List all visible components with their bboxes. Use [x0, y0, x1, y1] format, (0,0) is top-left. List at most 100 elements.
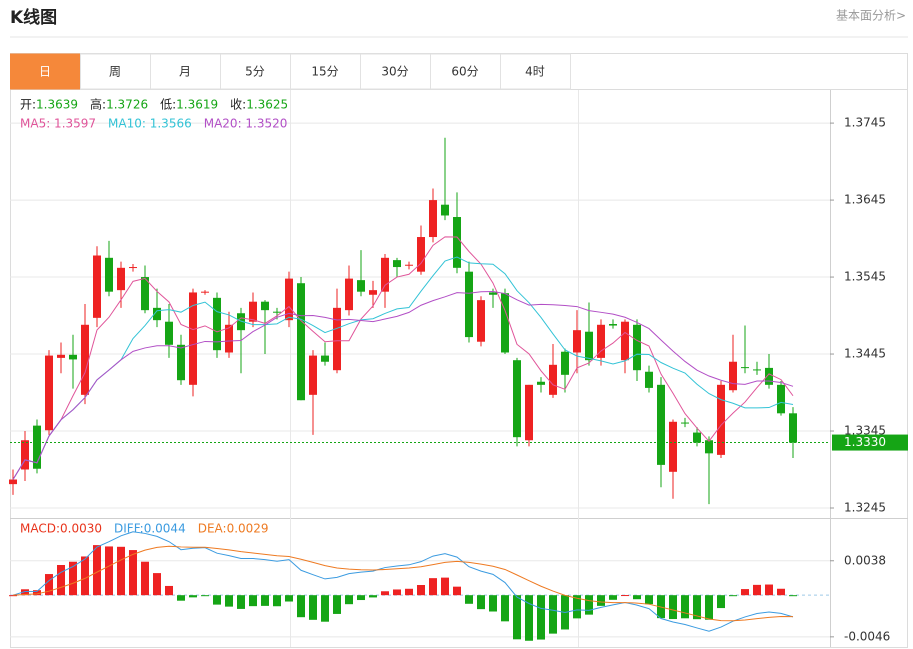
candle-body [405, 264, 413, 266]
tab-label[interactable]: 月 [179, 65, 191, 79]
tab-label[interactable]: 4时 [525, 65, 545, 79]
macd-bar [633, 595, 641, 600]
macd-bar [669, 595, 677, 620]
tab-label[interactable]: 15分 [311, 65, 338, 79]
candle-body [117, 267, 125, 291]
y-tick-label: 1.3745 [844, 116, 886, 130]
tab-bar: 日 周 月 5分 15分 30分 60分 4时 [10, 53, 571, 90]
candle-body [93, 255, 101, 318]
ohlc-label: 开: [20, 98, 36, 112]
candle-body [321, 355, 329, 362]
candle-body [57, 354, 65, 358]
candle-body [705, 440, 713, 454]
candle-body [669, 421, 677, 472]
tab[interactable] [150, 53, 221, 90]
y-tick-label: 1.3345 [844, 424, 886, 438]
macd-bar [33, 590, 41, 596]
candle-body [753, 369, 761, 371]
ma-legend: MA10: 1.3566 [108, 117, 192, 131]
macd-tick-label: -0.0046 [844, 629, 890, 643]
macd-bar [117, 546, 125, 596]
tab-label[interactable]: 60分 [451, 65, 478, 79]
fundamentals-link[interactable]: 基本面分析> [836, 9, 906, 23]
macd-bar [585, 595, 593, 615]
tab[interactable] [80, 53, 151, 90]
macd-bar [69, 561, 77, 596]
y-tick-label: 1.3245 [844, 500, 886, 514]
candle-body [81, 324, 89, 395]
candle-body [717, 384, 725, 455]
ma-legend: MA5: 1.3597 [20, 117, 96, 131]
macd-bar [453, 586, 461, 596]
candle-body [309, 355, 317, 395]
candle-body [129, 267, 137, 269]
macd-legend: DEA:0.0029 [198, 522, 269, 536]
legend: 开: 1.3639 高: 1.3726 低: 1.3619 收: 1.3625 MA5: 1.3… [20, 97, 288, 536]
ma-line [12, 236, 794, 480]
macd-bar [405, 588, 413, 596]
tab-label[interactable]: 日 [39, 65, 51, 79]
macd-bar [213, 595, 221, 605]
macd-bar [81, 556, 89, 596]
macd-bar [153, 573, 161, 596]
macd-bar [441, 577, 449, 596]
macd-bar [741, 589, 749, 596]
candle-body [729, 361, 737, 391]
candle-body [417, 237, 425, 272]
macd-bar [789, 595, 797, 597]
candle-body [357, 280, 365, 292]
candle-body [153, 307, 161, 321]
macd-bar [165, 585, 173, 596]
tab-label[interactable]: 周 [109, 65, 121, 79]
macd-bar [189, 595, 197, 598]
candle-body [177, 344, 185, 381]
tab[interactable] [500, 53, 571, 90]
candle-body [681, 422, 689, 424]
tab[interactable] [290, 53, 361, 90]
macd-bar [105, 546, 113, 596]
tab-label[interactable]: 5分 [245, 65, 265, 79]
macd-bar [621, 595, 629, 597]
candle-body [501, 293, 509, 353]
candle-body [621, 321, 629, 361]
candle-body [561, 351, 569, 375]
candle-body [573, 330, 581, 353]
candle-body [537, 381, 545, 385]
macd-bar [9, 595, 17, 597]
candle-body [453, 217, 461, 268]
macd-bar [489, 595, 497, 612]
candle-body [369, 290, 377, 295]
macd-bar [609, 595, 617, 600]
ohlc-value: 1.3625 [246, 98, 288, 112]
macd-tick-label: 0.0038 [844, 553, 886, 567]
macd-bar [273, 595, 281, 607]
y-tick-label: 1.3545 [844, 270, 886, 284]
page-title: K线图 [10, 7, 57, 28]
candle-body [297, 283, 305, 401]
tab[interactable] [10, 53, 81, 90]
candle-body [381, 257, 389, 292]
candle-body [777, 384, 785, 414]
candle-body [237, 313, 245, 331]
dea-line [12, 545, 794, 622]
tab[interactable] [220, 53, 291, 90]
tab[interactable] [430, 53, 501, 90]
candle-body [45, 355, 53, 431]
tab-label[interactable]: 30分 [381, 65, 408, 79]
ohlc-value: 1.3726 [106, 98, 148, 112]
candle-body [225, 324, 233, 353]
diff-line [12, 531, 794, 632]
candle-body [633, 324, 641, 371]
candle-body [657, 384, 665, 465]
candle-body [9, 479, 17, 485]
macd-bar [321, 595, 329, 622]
macd-bar [225, 595, 233, 607]
candle-body [189, 292, 197, 385]
macd-bar [429, 578, 437, 596]
candle-body [465, 271, 473, 338]
candle-body [333, 307, 341, 371]
macd-bar [465, 595, 473, 604]
macd-bar [705, 595, 713, 620]
macd-bar [333, 595, 341, 614]
